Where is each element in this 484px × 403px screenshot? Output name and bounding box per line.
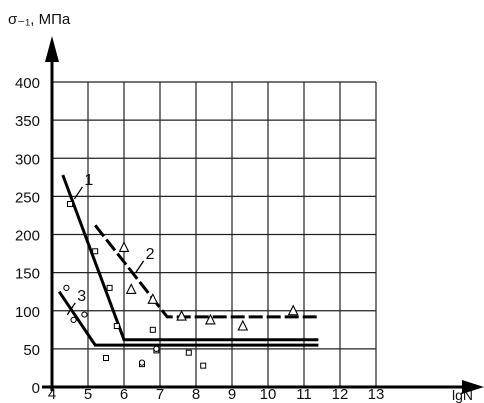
y-tick-label: 0 (32, 380, 40, 397)
data-point-circle (138, 359, 146, 366)
labels: 4 5 6 7 8 9 10 11 12 1305010015020025030035040012… (15, 75, 384, 403)
curve-label-leader (66, 302, 76, 316)
markers (63, 201, 299, 369)
x-tick-label: 12 (332, 386, 349, 403)
series-curve-1 (61, 174, 319, 342)
y-tick-label: 350 (15, 113, 40, 130)
y-tick-label: 300 (15, 151, 40, 168)
data-point-square (149, 326, 156, 333)
x-tick-label: 8 (192, 386, 200, 403)
series-curve-2 (94, 224, 319, 319)
curve-label-leader (135, 260, 145, 274)
data-point-circle (63, 284, 70, 291)
curves (57, 174, 319, 347)
data-point-circle (81, 311, 88, 318)
x-tick-label: 9 (228, 386, 236, 403)
y-tick-label: 150 (15, 266, 40, 283)
y-axis-arrow (45, 36, 59, 62)
data-point-triangle (287, 304, 299, 316)
x-tick-label: 5 (84, 386, 92, 403)
data-point-square (106, 284, 113, 291)
data-point-square (103, 355, 109, 362)
x-tick-label: 13 (368, 386, 385, 403)
x-axis-arrow (462, 380, 484, 394)
y-tick-label: 50 (23, 342, 40, 359)
curve-label: 3 (77, 288, 86, 305)
x-tick-label: 4 (48, 386, 56, 403)
data-point-square (67, 201, 73, 207)
x-tick-label: 6 (120, 386, 128, 403)
curve-label: 1 (84, 172, 93, 189)
data-point-square (113, 323, 120, 329)
data-point-triangle (237, 319, 249, 331)
series-curve-3 (57, 290, 319, 347)
x-tick-label: 11 (296, 386, 312, 403)
curve-label-leader (73, 186, 83, 200)
y-tick-label: 250 (15, 189, 40, 206)
y-axis-label: σ₋₁, МПа (8, 11, 71, 28)
y-tick-label: 400 (15, 75, 40, 92)
axes (42, 36, 484, 394)
x-tick-label: 10 (260, 386, 277, 403)
y-tick-label: 100 (15, 304, 40, 321)
data-point-square (92, 248, 99, 255)
x-tick-label: 7 (156, 386, 164, 403)
data-point-circle (70, 316, 77, 323)
data-point-square (200, 362, 207, 369)
data-point-square (185, 349, 192, 356)
data-point-triangle (176, 309, 187, 321)
data-point-circle (153, 345, 160, 352)
data-point-triangle (125, 283, 137, 294)
data-point-triangle (147, 293, 159, 304)
data-point-triangle (205, 313, 216, 325)
x-axis-label: lgN (452, 387, 473, 403)
data-point-triangle (118, 241, 130, 253)
y-tick-label: 200 (15, 228, 40, 245)
curve-label: 2 (146, 246, 155, 263)
